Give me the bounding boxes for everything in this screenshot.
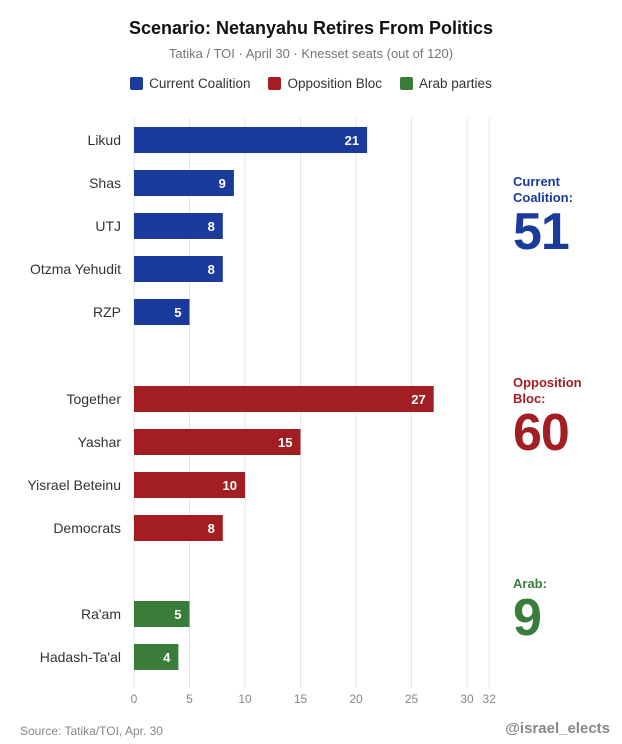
bar (134, 386, 434, 412)
x-tick-label: 10 (238, 692, 252, 706)
bar-value-label: 8 (208, 521, 215, 536)
bar (134, 127, 368, 153)
bar (134, 472, 245, 498)
bar-value-label: 10 (223, 478, 237, 493)
legend-item-arab: Arab parties (400, 76, 492, 91)
x-tick-label: 30 (460, 692, 474, 706)
bar-value-label: 15 (278, 435, 292, 450)
x-tick-label: 15 (294, 692, 308, 706)
bar-value-label: 5 (174, 305, 181, 320)
bar (134, 429, 301, 455)
category-label: Ra'am (81, 606, 121, 622)
bar-value-label: 8 (208, 262, 215, 277)
arab-total-block: Arab: 9 (513, 576, 547, 644)
bar-value-label: 8 (208, 219, 215, 234)
legend-swatch-opposition (268, 77, 282, 90)
source-note: Source: Tatika/TOI, Apr. 30 (20, 724, 163, 738)
coalition-total-value: 51 (513, 203, 570, 261)
legend: Current Coalition Opposition Bloc Arab p… (0, 76, 622, 91)
legend-item-coalition: Current Coalition (130, 76, 250, 91)
arab-total-value: 9 (513, 589, 542, 647)
bar-value-label: 9 (219, 176, 226, 191)
bar (134, 170, 234, 196)
category-label: Democrats (53, 520, 121, 536)
category-label: Yashar (78, 434, 122, 450)
chart-subtitle: Tatika / TOI · April 30 · Knesset seats … (168, 46, 454, 61)
x-tick-label: 20 (349, 692, 363, 706)
category-label: UTJ (95, 218, 121, 234)
x-tick-label: 5 (186, 692, 193, 706)
bar (134, 256, 223, 282)
category-label: Likud (88, 132, 121, 148)
chart-title: Scenario: Netanyahu Retires From Politic… (128, 18, 494, 38)
bar (134, 644, 179, 670)
opposition-total-label: Opposition Bloc: (513, 375, 582, 406)
legend-label-coalition: Current Coalition (149, 76, 251, 91)
bar (134, 299, 190, 325)
coalition-total-block: Current Coalition: 51 (513, 174, 573, 258)
category-label: Together (67, 391, 122, 407)
author-handle: @israel_elects (505, 720, 610, 737)
bar (134, 601, 190, 627)
opposition-total-block: Opposition Bloc: 60 (513, 375, 582, 459)
legend-label-opposition: Opposition Bloc (287, 76, 383, 91)
bar-value-label: 27 (411, 392, 425, 407)
category-label: Otzma Yehudit (30, 261, 121, 277)
legend-label-arab: Arab parties (419, 76, 492, 91)
bar-value-label: 21 (345, 133, 359, 148)
legend-swatch-arab (400, 77, 414, 90)
x-tick-label: 0 (131, 692, 138, 706)
category-label: Yisrael Beteinu (27, 477, 121, 493)
category-label: RZP (93, 304, 121, 320)
bar-value-label: 5 (174, 607, 181, 622)
coalition-total-label: Current Coalition: (513, 174, 573, 205)
bar (134, 213, 223, 239)
legend-swatch-coalition (130, 77, 144, 90)
x-tick-label: 32 (483, 692, 497, 706)
opposition-total-value: 60 (513, 404, 570, 462)
legend-item-opposition: Opposition Bloc (268, 76, 382, 91)
arab-total-label: Arab: (513, 576, 547, 591)
category-label: Shas (89, 175, 121, 191)
bar-value-label: 4 (163, 650, 171, 665)
category-label: Hadash-Ta'al (40, 649, 121, 665)
bar (134, 515, 223, 541)
x-tick-label: 25 (405, 692, 419, 706)
